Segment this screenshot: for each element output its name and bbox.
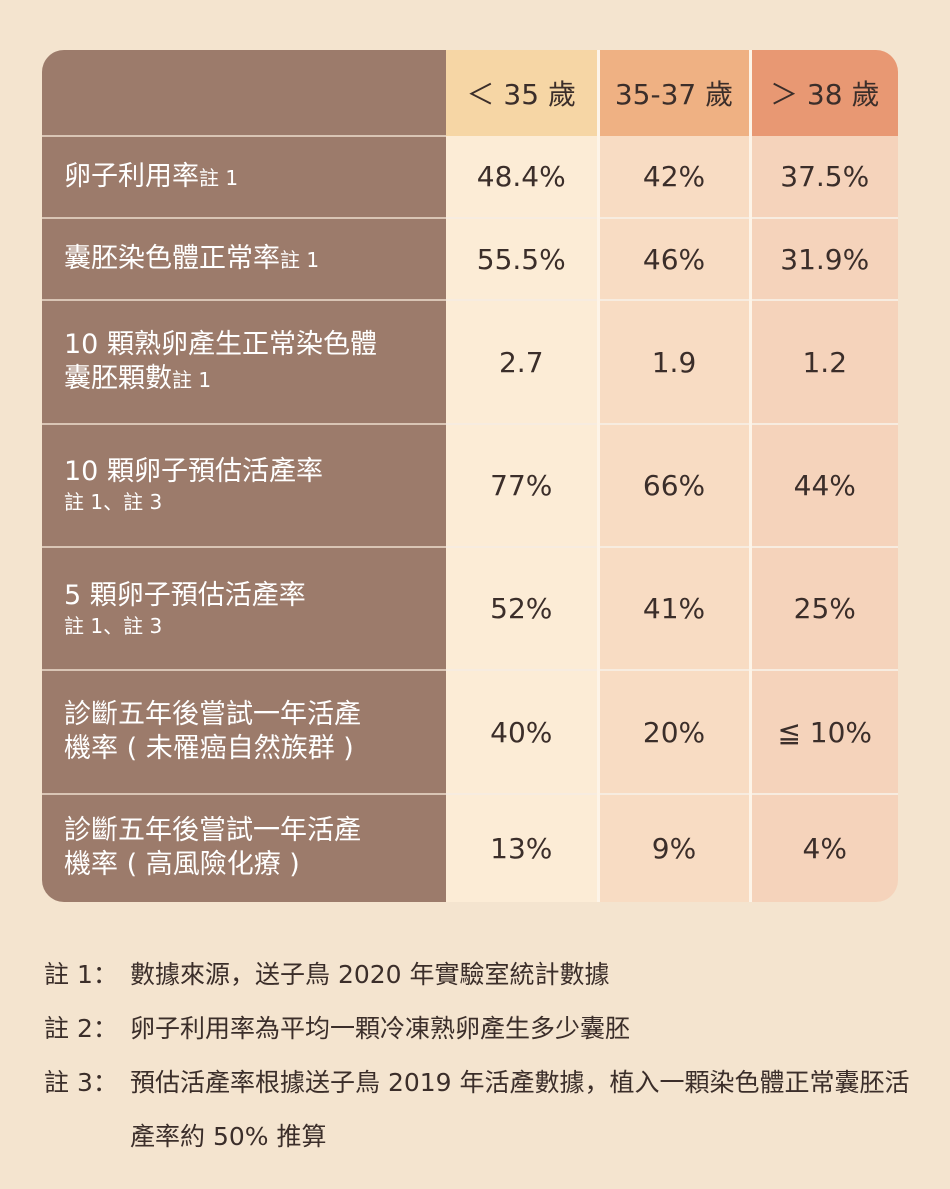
cell-under-35: 55.5% [446,218,600,302]
footnote-text: 預估活產率根據送子鳥 2019 年活產數據，植入一顆染色體正常囊胚活產率約 50… [130,1068,910,1151]
cell-over-38: 1.2 [750,300,898,425]
footnotes: 註 1： 數據來源，送子鳥 2020 年實驗室統計數據 註 2： 卵子利用率為平… [44,948,914,1164]
cell-under-35: 52% [446,547,600,672]
table-row: 診斷五年後嘗試一年活產 機率 ( 未罹癌自然族群 ) 40% 20% ≦ 10% [42,670,898,795]
header-over-38: ＞ 38 歲 [750,50,898,136]
footnote-key: 註 3： [44,1068,118,1097]
cell-over-38: 37.5% [750,136,898,220]
cell-under-35: 77% [446,423,600,549]
header-35-37: 35-37 歲 [598,50,752,136]
footnote-key: 註 2： [44,1014,118,1043]
footnote-text: 數據來源，送子鳥 2020 年實驗室統計數據 [130,960,610,989]
footnote-text: 卵子利用率為平均一顆冷凍熟卵產生多少囊胚 [130,1014,631,1043]
table-header-row: ＜ 35 歲 35-37 歲 ＞ 38 歲 [42,50,898,137]
header-corner [42,50,446,137]
table-row: 囊胚染色體正常率註 1 55.5% 46% 31.9% [42,218,898,302]
cell-under-35: 40% [446,670,600,795]
cell-35-37: 42% [598,136,752,220]
cell-over-38: 4% [750,793,898,902]
cell-over-38: 44% [750,423,898,549]
row-label: 診斷五年後嘗試一年活產 機率 ( 未罹癌自然族群 ) [42,670,446,795]
row-label: 10 顆熟卵產生正常染色體 囊胚顆數註 1 [42,300,446,425]
cell-35-37: 9% [598,793,752,902]
footnote-ref: 註 1 [280,247,320,272]
table-row: 診斷五年後嘗試一年活產 機率 ( 高風險化療 ) 13% 9% 4% [42,793,898,902]
footnote-key: 註 1： [44,960,118,989]
cell-35-37: 1.9 [598,300,752,425]
cell-under-35: 13% [446,793,600,902]
row-label: 卵子利用率註 1 [42,136,446,220]
row-label: 診斷五年後嘗試一年活產 機率 ( 高風險化療 ) [42,793,446,902]
footnote-2: 註 2： 卵子利用率為平均一顆冷凍熟卵產生多少囊胚 [44,1002,914,1056]
table-row: 10 顆卵子預估活產率註 1、註 3 77% 66% 44% [42,423,898,549]
header-under-35: ＜ 35 歲 [446,50,600,136]
footnote-ref: 註 1、註 3 [64,613,163,638]
row-label: 囊胚染色體正常率註 1 [42,218,446,302]
cell-35-37: 46% [598,218,752,302]
table-row: 5 顆卵子預估活產率註 1、註 3 52% 41% 25% [42,547,898,672]
cell-under-35: 2.7 [446,300,600,425]
cell-35-37: 66% [598,423,752,549]
cell-over-38: ≦ 10% [750,670,898,795]
footnote-3: 註 3： 預估活產率根據送子鳥 2019 年活產數據，植入一顆染色體正常囊胚活產… [44,1056,914,1164]
table-row: 卵子利用率註 1 48.4% 42% 37.5% [42,136,898,220]
cell-over-38: 25% [750,547,898,672]
cell-35-37: 20% [598,670,752,795]
table-row: 10 顆熟卵產生正常染色體 囊胚顆數註 1 2.7 1.9 1.2 [42,300,898,425]
cell-under-35: 48.4% [446,136,600,220]
row-label: 10 顆卵子預估活產率註 1、註 3 [42,423,446,549]
footnote-ref: 註 1 [199,165,239,190]
row-label: 5 顆卵子預估活產率註 1、註 3 [42,547,446,672]
footnote-1: 註 1： 數據來源，送子鳥 2020 年實驗室統計數據 [44,948,914,1002]
cell-35-37: 41% [598,547,752,672]
cell-over-38: 31.9% [750,218,898,302]
age-comparison-table: ＜ 35 歲 35-37 歲 ＞ 38 歲 卵子利用率註 1 48.4% 42%… [42,50,898,902]
footnote-ref: 註 1、註 3 [64,490,163,515]
footnote-ref: 註 1 [172,367,212,392]
